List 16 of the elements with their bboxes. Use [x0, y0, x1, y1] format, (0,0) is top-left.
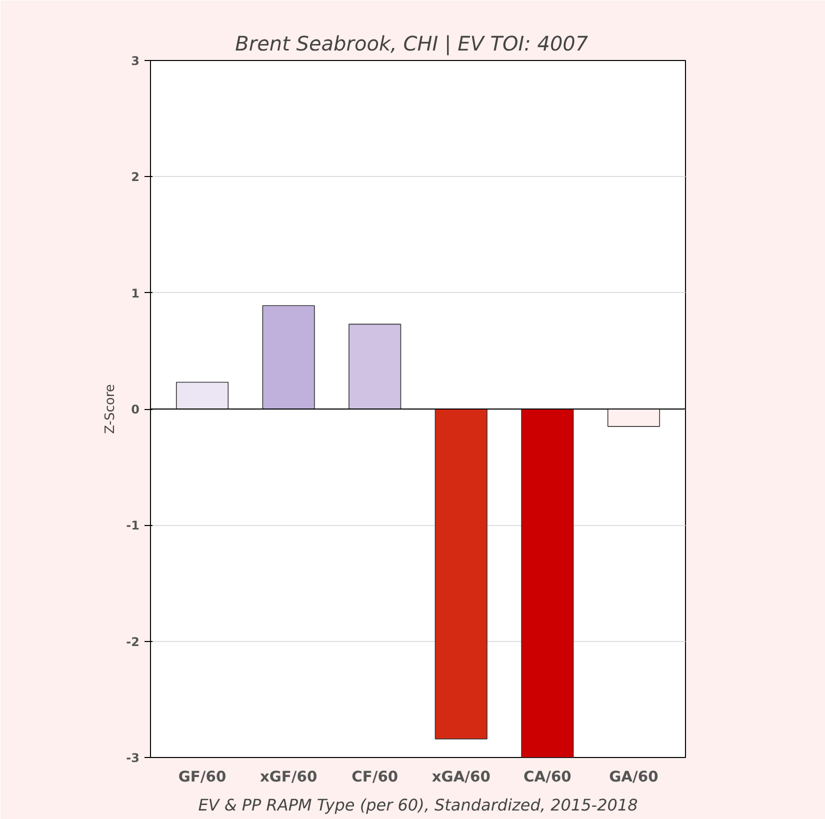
y-tick-label: 3 — [131, 54, 140, 68]
x-tick-label: xGA/60 — [432, 768, 490, 786]
x-tick-label: GA/60 — [609, 768, 658, 786]
text: EV & PP RAPM Type (per 60), Standardized, 2015-2018 — [198, 796, 638, 814]
y-axis-title: Z-Score — [103, 384, 118, 434]
y-tick-label: 2 — [131, 170, 140, 184]
x-tick-label: xGF/60 — [260, 768, 318, 786]
y-tick-label: -2 — [126, 634, 140, 649]
x-tick-label: GF/60 — [178, 768, 226, 786]
x-tick-label: CA/60 — [524, 768, 572, 786]
y-tick-label: -1 — [126, 518, 140, 533]
y-tick-label: 0 — [131, 402, 140, 416]
y-tick-label: -3 — [126, 751, 140, 765]
x-tick-label: CF/60 — [352, 768, 398, 786]
chart-title: Brent Seabrook, CHI | EV TOI: 4007 — [235, 32, 588, 56]
y-tick-label: 1 — [131, 286, 140, 300]
